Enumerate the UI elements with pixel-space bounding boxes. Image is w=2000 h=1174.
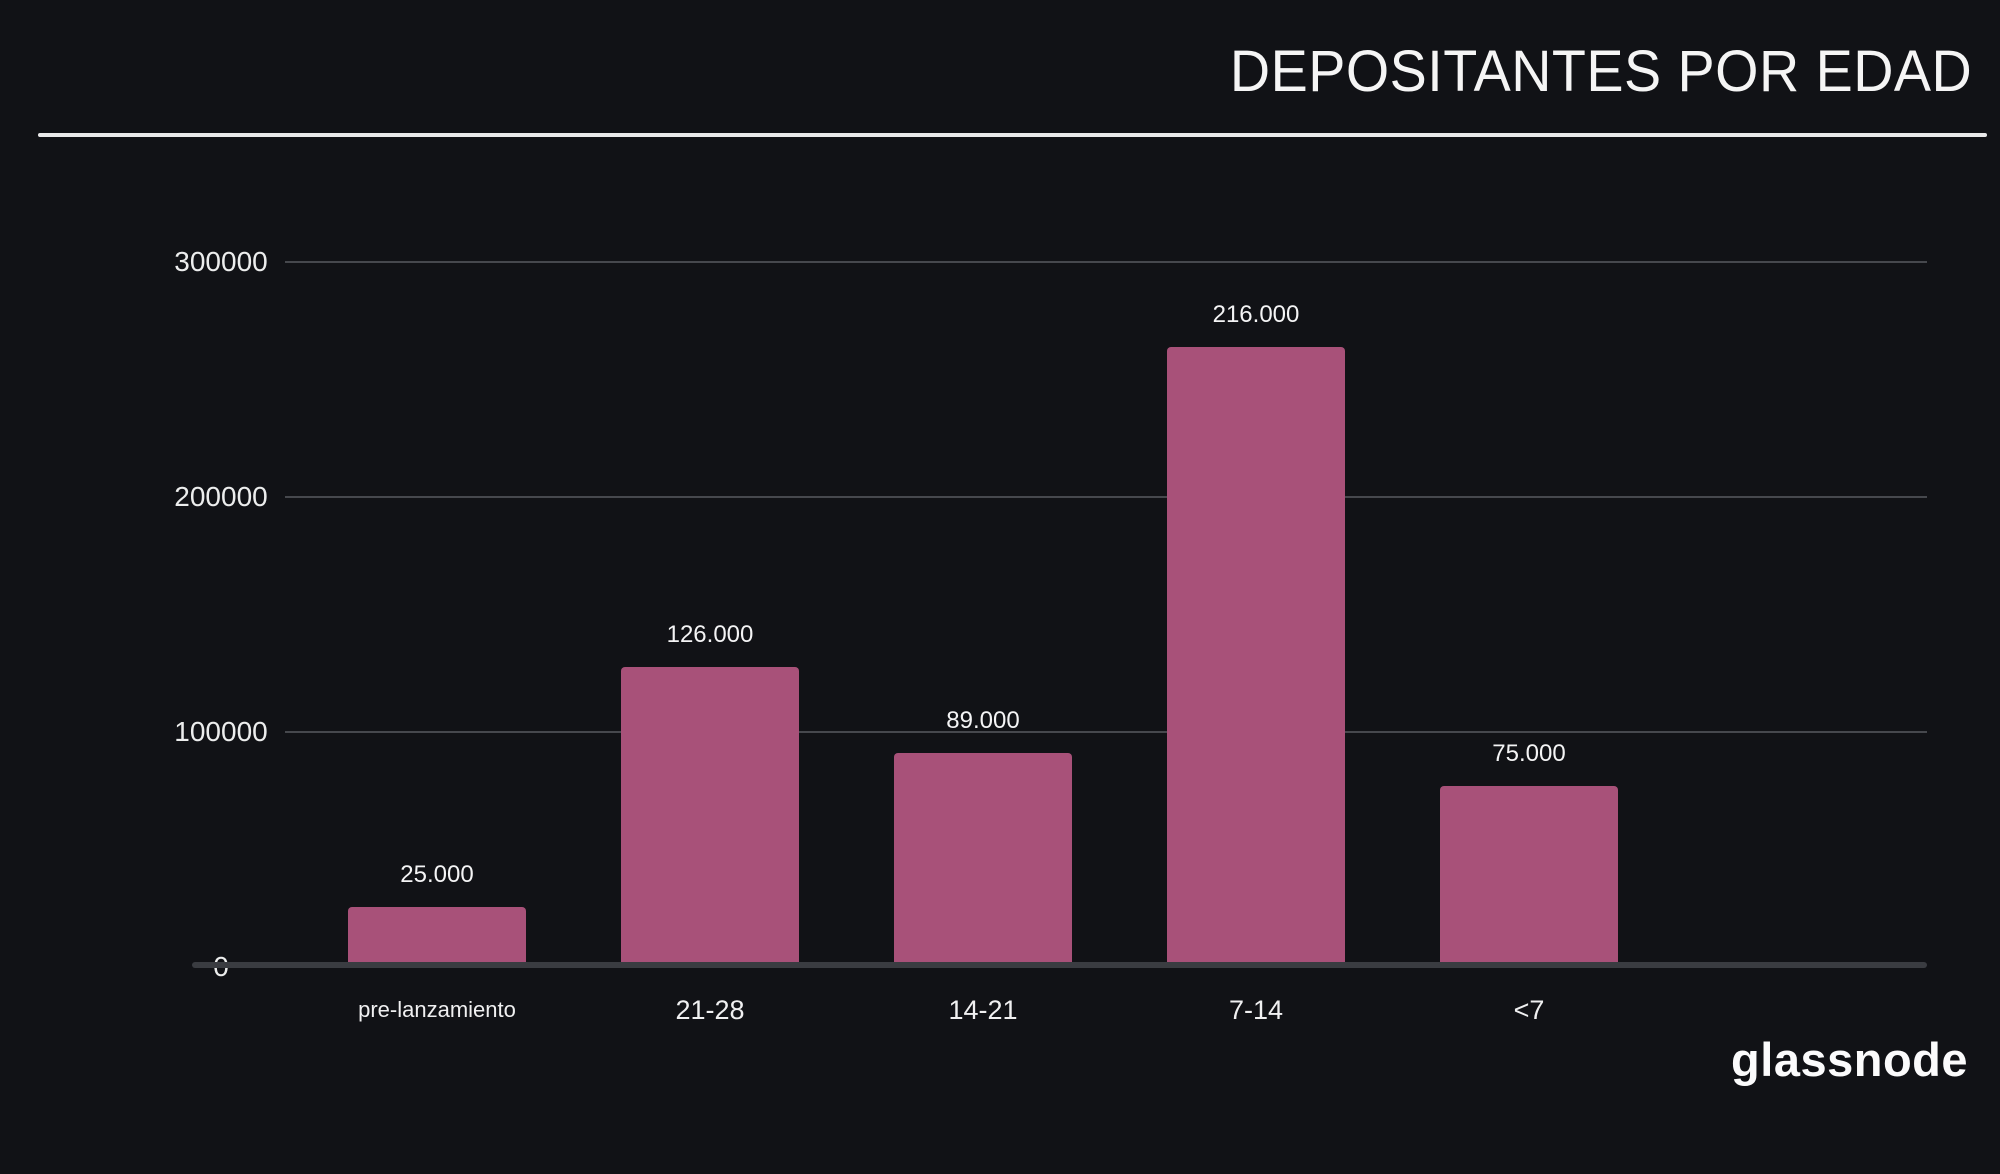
bar-value-label: 89.000 xyxy=(946,707,1020,734)
y-axis-tick-label: 300000 xyxy=(174,246,268,277)
bar-value-label: 216.000 xyxy=(1212,301,1300,328)
gridline xyxy=(285,731,1927,733)
gridline xyxy=(285,261,1927,263)
gridline xyxy=(285,496,1927,498)
x-axis-category-label: 7-14 xyxy=(1228,995,1284,1025)
x-axis-category-label: pre-lanzamiento xyxy=(358,997,516,1022)
glassnode-logo: glassnode xyxy=(1731,1033,1968,1086)
x-axis-category-label: <7 xyxy=(1513,995,1545,1025)
chart-title: DEPOSITANTES POR EDAD xyxy=(1229,39,1972,104)
title-underline xyxy=(38,133,1987,137)
bar-value-label: 75.000 xyxy=(1492,740,1566,767)
y-axis-tick-label: 100000 xyxy=(174,716,268,747)
y-axis-tick-label: 200000 xyxy=(174,481,268,512)
x-axis-category-label: 21-28 xyxy=(675,995,745,1025)
bar xyxy=(621,667,799,967)
bar-value-label: 126.000 xyxy=(666,621,754,648)
bar xyxy=(1440,786,1618,967)
bar xyxy=(348,907,526,967)
x-axis-line xyxy=(192,962,1927,968)
bar xyxy=(894,753,1072,967)
x-axis-category-label: 14-21 xyxy=(948,995,1018,1025)
bar-value-label: 25.000 xyxy=(400,861,474,888)
bar xyxy=(1167,347,1345,967)
